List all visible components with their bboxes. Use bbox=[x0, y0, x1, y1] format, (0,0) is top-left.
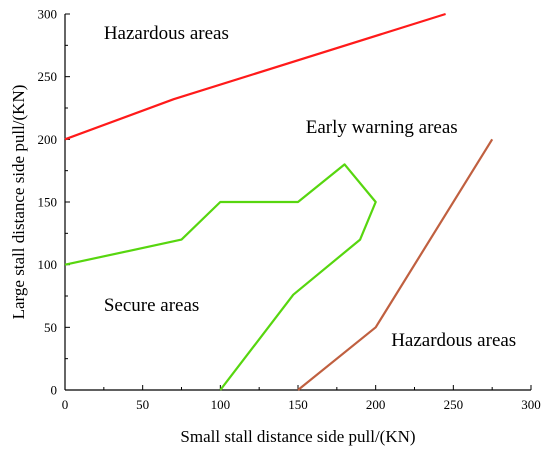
region-label: Early warning areas bbox=[306, 117, 458, 138]
plot-area: 0 50 100 150 200 250 300 0 50 100 150 200 250 300 Haza… bbox=[38, 7, 541, 413]
y-axis-title: Large stall distance side pull/(KN) bbox=[9, 85, 28, 320]
y-tick-label: 0 bbox=[51, 383, 58, 398]
region-label: Secure areas bbox=[104, 295, 199, 316]
x-tick-label: 0 bbox=[62, 397, 69, 412]
x-tick-label: 150 bbox=[288, 397, 308, 412]
x-tick-label: 100 bbox=[211, 397, 231, 412]
y-tick-label: 50 bbox=[44, 320, 57, 335]
series-line-3 bbox=[297, 138, 494, 391]
region-label: Hazardous areas bbox=[391, 330, 516, 351]
x-tick-label: 300 bbox=[521, 397, 541, 412]
x-axis-title: Small stall distance side pull/(KN) bbox=[180, 427, 415, 446]
region-label: Hazardous areas bbox=[104, 23, 229, 44]
x-tick-label: 50 bbox=[136, 397, 149, 412]
y-tick-label: 200 bbox=[38, 132, 58, 147]
y-tick-label: 300 bbox=[38, 7, 58, 22]
x-tick-label: 200 bbox=[366, 397, 386, 412]
y-tick-label: 250 bbox=[38, 69, 58, 84]
x-tick-label: 250 bbox=[444, 397, 464, 412]
series-line-1 bbox=[64, 12, 446, 141]
y-tick-label: 100 bbox=[38, 257, 58, 272]
series-line-2 bbox=[64, 163, 377, 391]
y-tick-label: 150 bbox=[38, 195, 58, 210]
